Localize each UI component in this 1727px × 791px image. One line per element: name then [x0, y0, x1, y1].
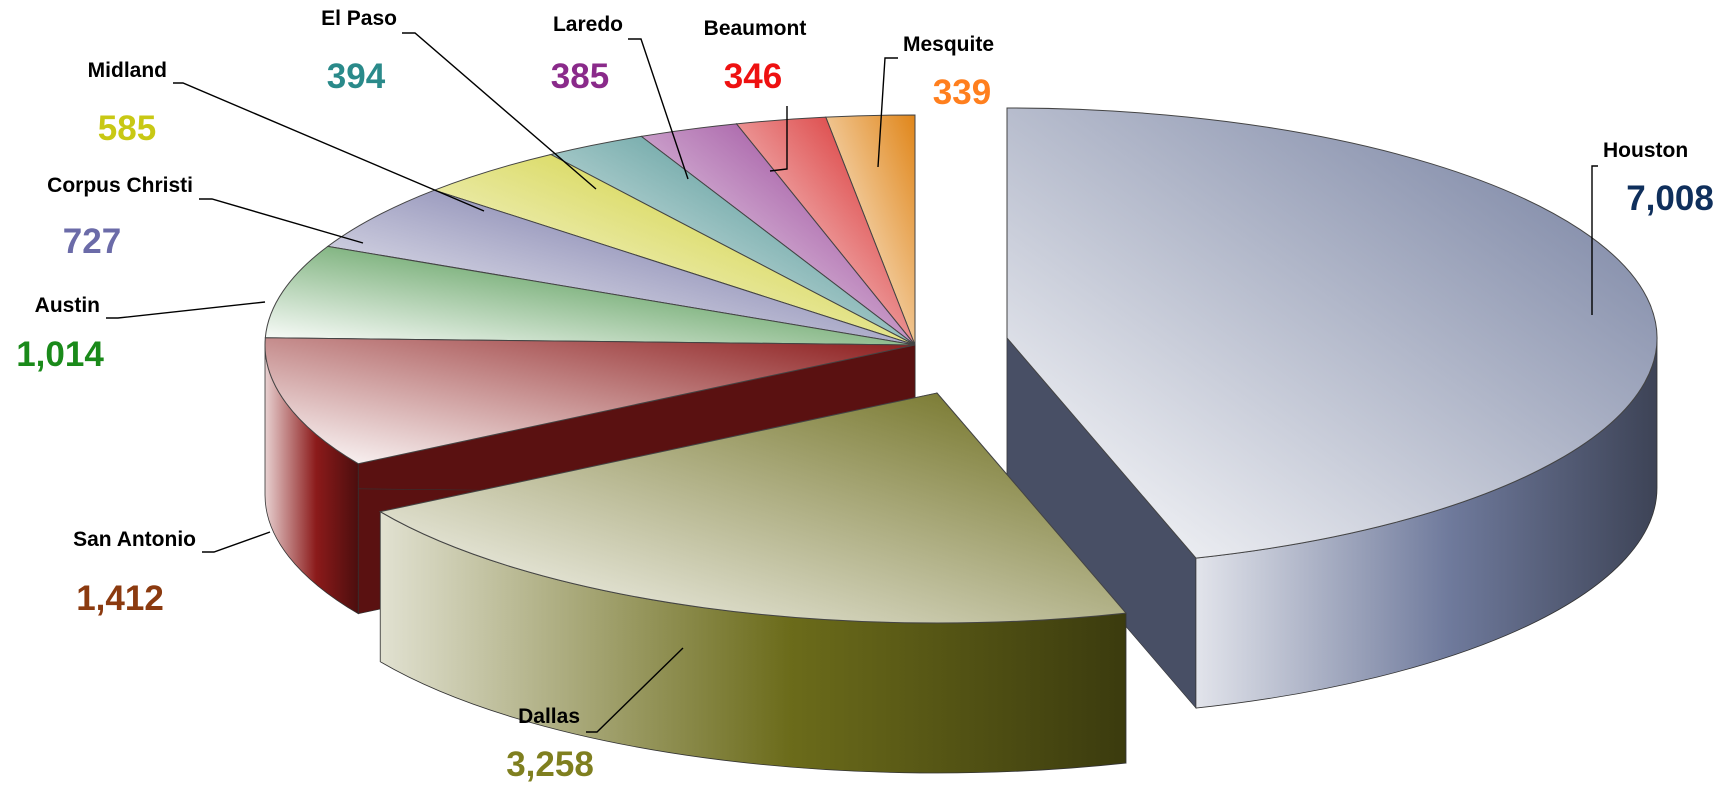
slice-label-midland: Midland	[88, 59, 167, 82]
slice-value-beaumont: 346	[724, 57, 782, 96]
slice-label-el-paso: El Paso	[321, 7, 397, 30]
leader-line-midland	[173, 82, 485, 212]
slice-label-beaumont: Beaumont	[704, 17, 807, 40]
slice-value-laredo: 385	[551, 57, 609, 96]
slice-label-corpus-christi: Corpus Christi	[47, 174, 193, 197]
leader-line-mesquite	[877, 57, 898, 168]
leader-line-san-antonio	[202, 531, 271, 553]
slice-value-el-paso: 394	[327, 57, 386, 96]
pie-slice-dallas	[378, 392, 1127, 774]
leader-line-laredo	[628, 38, 689, 180]
slice-label-dallas: Dallas	[518, 705, 580, 728]
slice-value-austin: 1,014	[16, 335, 104, 374]
slice-label-austin: Austin	[35, 294, 100, 317]
pie-slice-top	[264, 337, 916, 465]
pie-slice-top	[326, 189, 916, 346]
slice-label-san-antonio: San Antonio	[73, 528, 196, 551]
leader-line-el-paso	[402, 32, 597, 190]
slice-value-mesquite: 339	[933, 73, 991, 112]
pie-slice-houston	[1006, 107, 1658, 709]
slice-label-laredo: Laredo	[553, 13, 623, 36]
slice-value-corpus-christi: 727	[63, 222, 121, 261]
slice-value-san-antonio: 1,412	[76, 579, 164, 618]
leader-line-dallas	[586, 647, 684, 733]
slice-value-houston: 7,008	[1626, 179, 1714, 218]
pie-slice-top	[1006, 107, 1658, 559]
leader-line-austin	[106, 301, 266, 319]
pie-slice-top	[264, 245, 916, 346]
slice-label-houston: Houston	[1603, 139, 1688, 162]
leader-line-corpus-christi	[199, 198, 364, 244]
slice-value-dallas: 3,258	[506, 745, 594, 784]
leader-line-beaumont	[769, 106, 788, 172]
slice-value-midland: 585	[98, 109, 156, 148]
slice-label-mesquite: Mesquite	[903, 33, 994, 56]
leader-line-houston	[1591, 165, 1598, 315]
pie-slice-top	[378, 392, 1127, 624]
